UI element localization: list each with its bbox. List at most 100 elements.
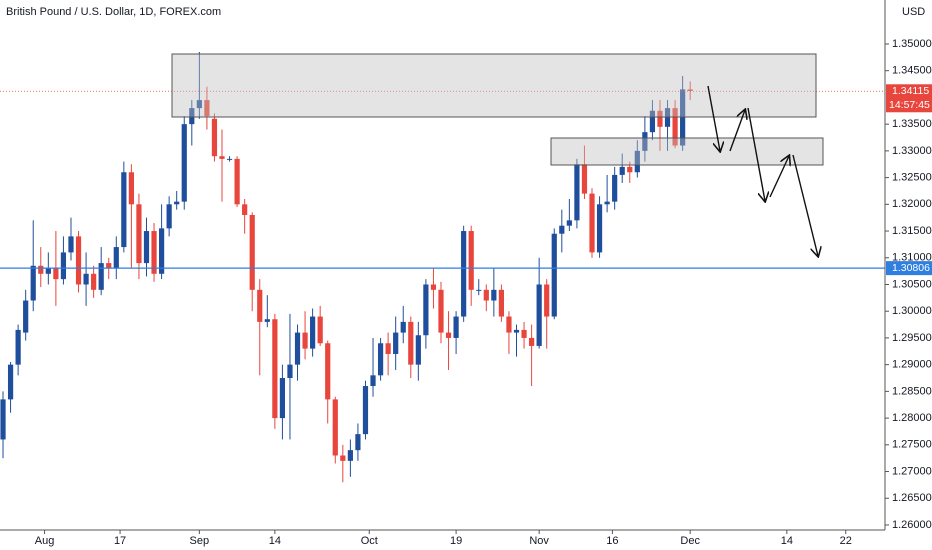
x-tick-label: Oct bbox=[361, 535, 378, 547]
candle-body bbox=[634, 150, 640, 173]
candle-body bbox=[657, 110, 663, 127]
candle-body bbox=[461, 231, 467, 317]
x-tick-label: Sep bbox=[190, 535, 210, 547]
y-tick-label: 1.26000 bbox=[892, 519, 932, 531]
x-tick-label: 17 bbox=[114, 535, 126, 547]
candle-body bbox=[551, 233, 557, 317]
x-tick-label: 14 bbox=[269, 535, 281, 547]
candle-body bbox=[649, 110, 656, 133]
candle-body bbox=[317, 316, 323, 344]
candle-body bbox=[30, 265, 36, 301]
candle-body bbox=[536, 284, 542, 346]
countdown-text: 14:57:45 bbox=[889, 99, 930, 111]
candle-body bbox=[498, 289, 504, 317]
y-tick-label: 1.31500 bbox=[892, 225, 932, 237]
candle-body bbox=[672, 108, 678, 146]
candle-body bbox=[257, 289, 263, 322]
x-tick-label: Nov bbox=[529, 535, 549, 547]
x-tick-label: Dec bbox=[680, 535, 700, 547]
candle-body bbox=[189, 108, 195, 125]
y-tick-label: 1.33000 bbox=[892, 145, 932, 157]
projection-arrow bbox=[747, 107, 765, 201]
candle-body bbox=[242, 204, 248, 216]
candle-body bbox=[400, 321, 406, 333]
lines bbox=[0, 90, 885, 269]
y-tick-label: 1.29000 bbox=[892, 359, 932, 371]
y-tick-label: 1.35000 bbox=[892, 38, 932, 50]
candle-body bbox=[38, 265, 44, 274]
candle-body bbox=[234, 158, 240, 205]
x-tick-label: 16 bbox=[606, 535, 618, 547]
candle-body bbox=[506, 316, 512, 333]
candle-body bbox=[385, 343, 391, 354]
candle-body bbox=[340, 455, 346, 461]
candle-body bbox=[347, 450, 353, 461]
y-tick-label: 1.29500 bbox=[892, 332, 932, 344]
candle-body bbox=[476, 289, 482, 291]
candle-body bbox=[438, 289, 444, 333]
candle-body bbox=[468, 231, 474, 290]
candle-body bbox=[544, 284, 550, 317]
candle-body bbox=[45, 268, 51, 274]
candle-body bbox=[60, 252, 67, 280]
candle-body bbox=[143, 231, 150, 264]
x-tick-label: Aug bbox=[35, 535, 55, 547]
candle-body bbox=[196, 100, 202, 109]
x-tick-label: 19 bbox=[450, 535, 462, 547]
projection-arrow bbox=[792, 154, 818, 256]
candle-body bbox=[279, 378, 286, 419]
candle-body bbox=[151, 231, 157, 274]
candle-body bbox=[166, 204, 172, 229]
candle-body bbox=[98, 263, 104, 290]
candle-body bbox=[521, 329, 527, 338]
y-tick-label: 1.30000 bbox=[892, 305, 932, 317]
candle-body bbox=[612, 174, 618, 202]
candle-body bbox=[294, 332, 301, 365]
candle-body bbox=[596, 204, 603, 253]
candle-body bbox=[408, 321, 414, 365]
candle-body bbox=[377, 343, 384, 376]
candle-body bbox=[355, 434, 361, 451]
candle-body bbox=[91, 273, 97, 290]
candle-body bbox=[483, 289, 489, 301]
projection-arrow bbox=[769, 156, 789, 198]
candles bbox=[0, 52, 693, 483]
candle-body bbox=[174, 201, 180, 205]
last-price-tag-text: 1.34115 bbox=[892, 85, 929, 97]
candle-body bbox=[430, 284, 437, 290]
candle-body bbox=[219, 156, 225, 159]
candle-body bbox=[332, 399, 338, 456]
candle-body bbox=[272, 319, 278, 419]
candle-body bbox=[445, 332, 452, 338]
y-tick-label: 1.27500 bbox=[892, 439, 932, 451]
candle-body bbox=[287, 364, 293, 379]
candle-body bbox=[0, 399, 6, 440]
candle-body bbox=[15, 329, 21, 365]
candle-body bbox=[302, 332, 308, 349]
candle-body bbox=[7, 364, 14, 400]
candle-body bbox=[68, 236, 74, 253]
candle-body bbox=[53, 268, 59, 280]
y-tick-label: 1.28000 bbox=[892, 412, 932, 424]
chart-title: British Pound / U.S. Dollar, 1D, FOREX.c… bbox=[6, 6, 221, 18]
candle-body bbox=[106, 263, 112, 269]
candle-body bbox=[589, 193, 595, 253]
candle-body bbox=[393, 332, 399, 354]
candle-body bbox=[204, 100, 210, 117]
candle-body bbox=[128, 172, 134, 205]
candle-body bbox=[604, 201, 610, 205]
y-tick-label: 1.28500 bbox=[892, 385, 932, 397]
support-zone bbox=[550, 137, 824, 166]
y-tick-label: 1.34500 bbox=[892, 65, 932, 77]
candle-body bbox=[362, 386, 369, 435]
candle-body bbox=[75, 236, 82, 285]
candle-body bbox=[453, 316, 459, 338]
resistance-zone bbox=[171, 53, 817, 118]
candle-body bbox=[642, 132, 648, 151]
candle-body bbox=[574, 164, 580, 221]
candle-body bbox=[627, 166, 633, 173]
candle-body bbox=[566, 220, 572, 226]
candle-body bbox=[113, 247, 119, 269]
y-tick-label: 1.27000 bbox=[892, 465, 932, 477]
candle-body bbox=[415, 335, 421, 365]
